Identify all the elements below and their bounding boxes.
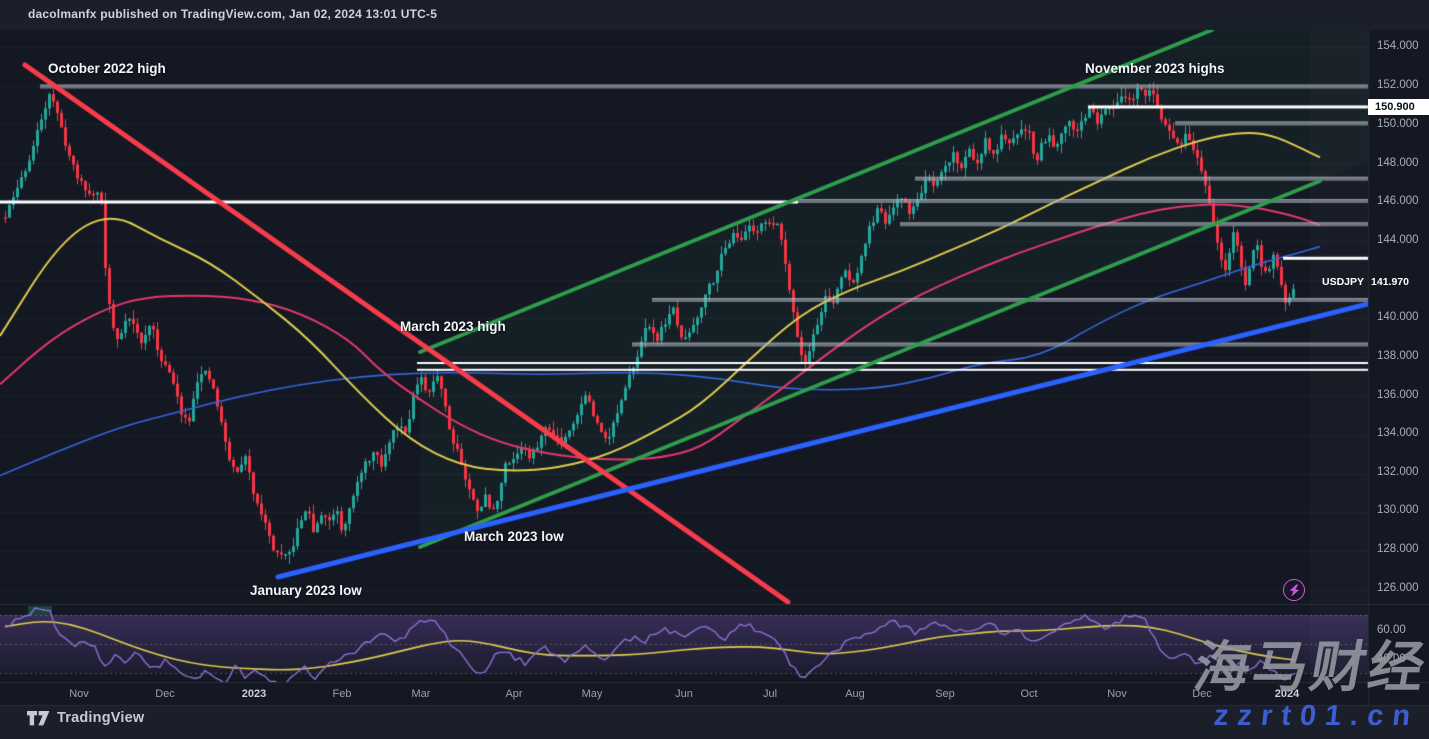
time-axis-label-2023: 2023 (241, 688, 267, 700)
tradingview-logo-text: TradingView (57, 710, 145, 726)
time-axis-label-feb: Feb (332, 688, 352, 700)
time-axis-label-aug: Aug (845, 688, 865, 700)
time-axis-label-nov: Nov (69, 688, 89, 700)
time-axis-label-mar: Mar (411, 688, 431, 700)
last-price-label: 141.970 (1371, 275, 1409, 288)
price-axis-marked-level-label: 150.900 (1368, 99, 1429, 115)
lightning-badge-icon[interactable] (1281, 577, 1307, 603)
rsi-axis-label: 60.00 (1377, 624, 1406, 636)
annotation-november-2023-highs: November 2023 highs (1085, 61, 1225, 76)
time-axis-label-dec: Dec (1192, 688, 1212, 700)
chart-attribution: dacolmanfx published on TradingView.com,… (28, 7, 438, 21)
price-axis-label: 126.000 (1377, 582, 1419, 594)
time-axis-label-oct: Oct (1020, 688, 1038, 700)
price-axis-label: 154.000 (1377, 40, 1419, 52)
price-axis-label: 128.000 (1377, 543, 1419, 555)
time-axis-label-jul: Jul (762, 688, 778, 700)
price-axis-label: 148.000 (1377, 157, 1419, 169)
time-axis-label-2024: 2024 (1274, 688, 1300, 700)
price-axis-label: 130.000 (1377, 504, 1419, 516)
time-axis-label-apr: Apr (505, 688, 523, 700)
time-axis-label-jun: Jun (675, 688, 693, 700)
tradingview-logo-icon (27, 710, 50, 725)
time-axis-label-dec: Dec (155, 688, 175, 700)
time-axis-label-nov: Nov (1107, 688, 1127, 700)
price-axis-label: 146.000 (1377, 195, 1419, 207)
price-axis-label: 150.000 (1377, 118, 1419, 130)
lightning-bolt-icon (1289, 583, 1299, 597)
time-axis-label-sep: Sep (935, 688, 955, 700)
price-axis-label: 134.000 (1377, 427, 1419, 439)
rsi-axis-label: 40.00 (1377, 653, 1406, 665)
price-axis-label: 152.000 (1377, 79, 1419, 91)
price-axis-label: 138.000 (1377, 350, 1419, 362)
symbol-label: USDJPY (1322, 275, 1365, 288)
watermark-text: 海马财经 (1189, 636, 1429, 698)
annotation-october-2022-high: October 2022 high (48, 61, 166, 76)
annotation-march-2023-high: March 2023 high (400, 319, 506, 334)
tradingview-logo[interactable]: TradingView (27, 710, 144, 726)
annotation-january-2023-low: January 2023 low (250, 583, 362, 598)
price-axis-label: 140.000 (1377, 311, 1419, 323)
time-axis-label-may: May (581, 688, 603, 700)
annotation-march-2023-low: March 2023 low (464, 529, 564, 544)
price-axis-label: 136.000 (1377, 389, 1419, 401)
price-axis-label: 132.000 (1377, 466, 1419, 478)
watermark-url: zzrt01.cn (1212, 700, 1421, 732)
price-axis-label: 144.000 (1377, 234, 1419, 246)
